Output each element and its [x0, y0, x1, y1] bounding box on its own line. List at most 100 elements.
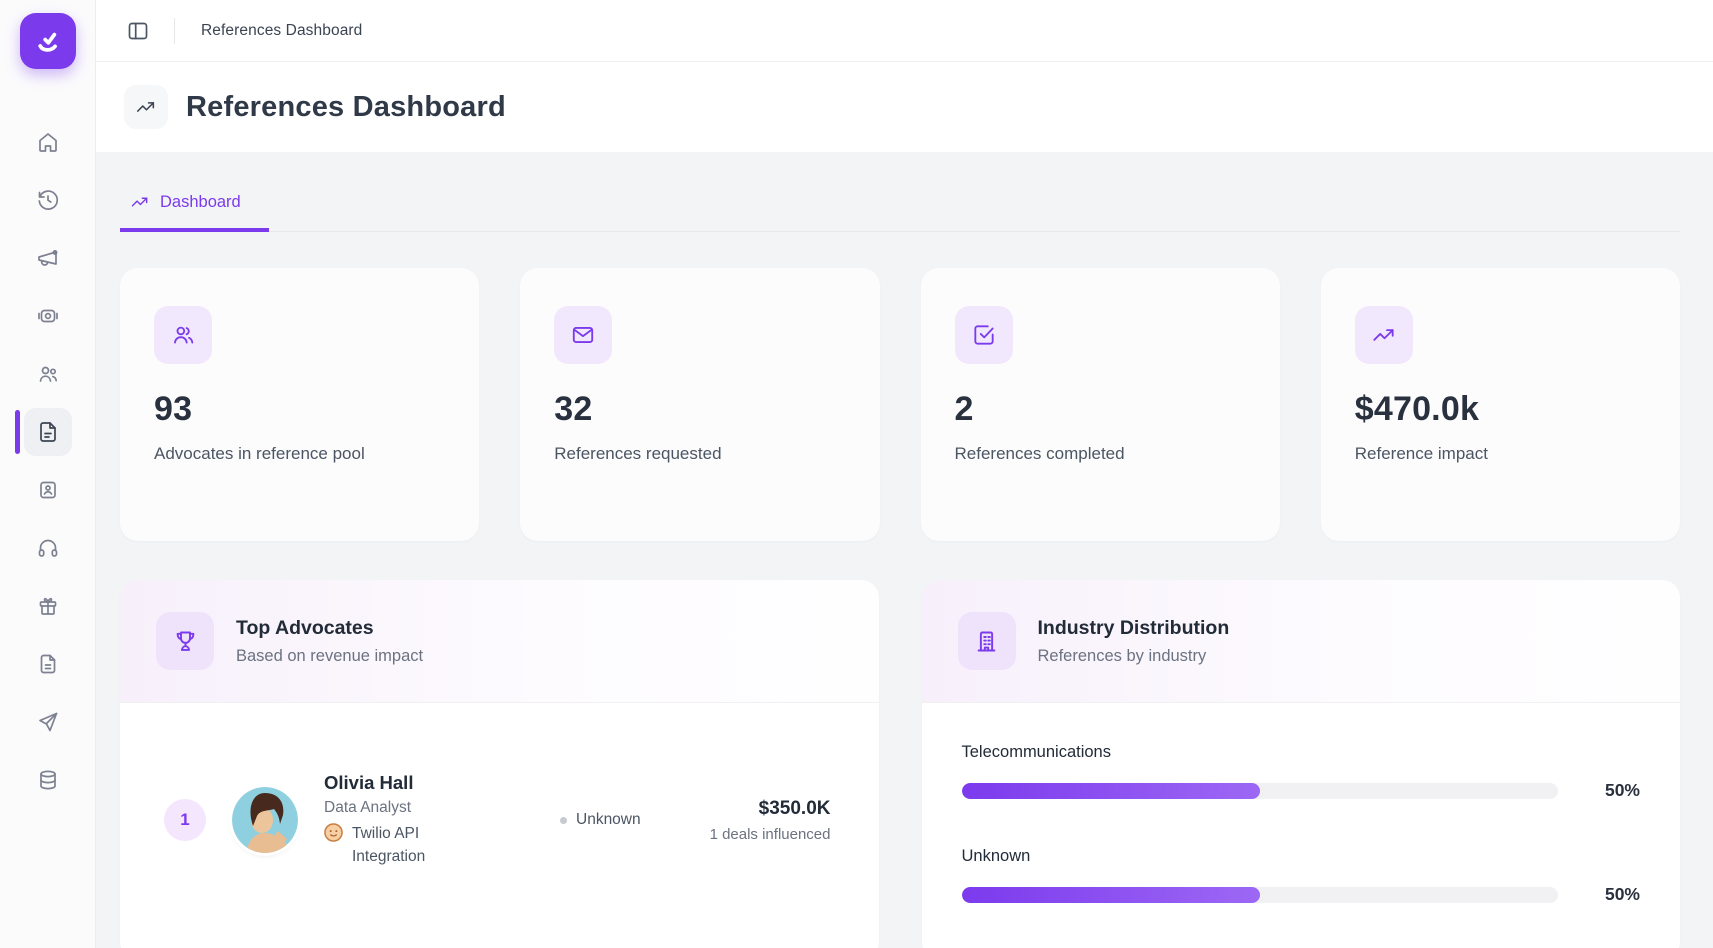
sidebar-nav: [0, 118, 96, 804]
tab-dashboard[interactable]: Dashboard: [120, 178, 269, 232]
building-icon: [977, 631, 996, 651]
page-title-chip: [124, 85, 168, 129]
sidebar-item-integrations[interactable]: [0, 756, 96, 804]
bar-line: 50%: [961, 780, 1640, 801]
camera-icon: [38, 309, 58, 323]
sidebar-item-announcements[interactable]: [0, 234, 96, 282]
advocate-deals: 1 deals influenced: [709, 825, 831, 843]
sidebar-item-documents[interactable]: [0, 640, 96, 688]
progress-percent: 50%: [1604, 884, 1640, 904]
megaphone-icon: [38, 250, 58, 266]
sidebar-item-campaigns[interactable]: [0, 698, 96, 746]
progress-track: [961, 782, 1558, 799]
industry-label: Telecommunications: [961, 743, 1111, 761]
advocate-revenue: $350.0K: [758, 797, 831, 819]
stat-chip: [154, 306, 212, 364]
page-title-bar: References Dashboard: [96, 62, 1713, 152]
top-advocates-panel: Top Advocates Based on revenue impact 1: [120, 580, 879, 948]
sidebar-toggle-icon[interactable]: [126, 19, 150, 43]
stats-grid: 93 Advocates in reference pool 32 Refere…: [120, 268, 1680, 541]
trending-up-icon: [1373, 329, 1394, 341]
panel-subtitle: Based on revenue impact: [236, 646, 424, 665]
stat-value: 2: [954, 390, 974, 428]
avatar-photo: [232, 787, 298, 853]
id-card-icon: [40, 481, 56, 499]
tab-dashboard-label: Dashboard: [160, 192, 241, 211]
industry-bars: Telecommunications 50% Unknown: [922, 703, 1681, 905]
panel-subtitle: References by industry: [1037, 646, 1207, 665]
users-icon: [174, 326, 194, 344]
industry-row-unknown: Unknown 50%: [961, 847, 1640, 905]
tab-row: Dashboard: [120, 178, 1680, 232]
top-advocates-header: Top Advocates Based on revenue impact: [120, 580, 879, 703]
sidebar-item-team[interactable]: [0, 350, 96, 398]
stat-value: $470.0k: [1354, 390, 1480, 428]
industry-distribution-panel: Industry Distribution References by indu…: [921, 580, 1681, 948]
advocate-name: Olivia Hall: [324, 772, 414, 794]
breadcrumb: References Dashboard: [201, 21, 363, 39]
gift-icon: [39, 597, 57, 615]
status-label: Unknown: [576, 811, 641, 828]
industry-row-telecommunications: Telecommunications 50%: [961, 743, 1640, 801]
stat-chip: [554, 306, 613, 364]
advocate-status: Unknown: [560, 811, 641, 829]
sidebar-item-recordings[interactable]: [0, 292, 96, 340]
progress-fill: [961, 782, 1260, 799]
company-name: Twilio API Integration: [352, 825, 426, 865]
industry-distribution-header: Industry Distribution References by indu…: [921, 580, 1680, 703]
stat-card-impact: $470.0k Reference impact: [1320, 268, 1680, 541]
check-square-icon: [973, 325, 994, 345]
app-logo[interactable]: [20, 13, 76, 69]
stat-chip: [1354, 306, 1413, 364]
sidebar-item-history[interactable]: [0, 176, 96, 224]
stat-label: Reference impact: [1354, 444, 1488, 463]
paper-plane-icon: [39, 712, 58, 732]
stat-value: 32: [554, 390, 593, 428]
file-document-icon: [40, 422, 56, 442]
stat-label: Advocates in reference pool: [154, 444, 365, 463]
panel-header-text: Industry Distribution References by indu…: [1038, 617, 1230, 666]
file-icon: [40, 654, 56, 674]
advocate-company: Twilio API Integration: [324, 823, 470, 868]
sidebar-item-support[interactable]: [0, 524, 96, 572]
smile-check-logo-icon: [38, 32, 57, 52]
stat-label: References completed: [954, 444, 1125, 463]
stat-card-advocates: 93 Advocates in reference pool: [120, 268, 480, 541]
status-dot-icon: [560, 816, 567, 824]
stat-label: References requested: [554, 444, 722, 463]
bar-line: 50%: [961, 884, 1640, 905]
advocate-metrics: $350.0K 1 deals influenced: [710, 798, 831, 843]
sidebar-item-contacts[interactable]: [0, 466, 96, 514]
advocate-row[interactable]: 1: [120, 703, 879, 913]
active-item-indicator: [15, 410, 20, 454]
panel-chip: [156, 612, 214, 670]
stack-icon: [40, 770, 56, 790]
home-icon: [39, 133, 57, 152]
active-item-background: [24, 408, 72, 456]
panel-header-text: Top Advocates Based on revenue impact: [236, 617, 423, 666]
topbar: References Dashboard: [96, 0, 1713, 62]
headset-icon: [38, 539, 58, 557]
trending-up-icon: [136, 102, 155, 112]
advocate-info: Olivia Hall Data Analyst Twilio API Inte…: [324, 772, 470, 868]
advocate-role: Data Analyst: [324, 799, 412, 817]
sidebar: [0, 0, 96, 948]
panels-grid: Top Advocates Based on revenue impact 1: [120, 580, 1680, 948]
sidebar-item-rewards[interactable]: [0, 582, 96, 630]
trophy-icon: [176, 631, 194, 651]
progress-percent: 50%: [1604, 780, 1640, 800]
avatar: [232, 787, 298, 853]
panel-chip: [957, 612, 1016, 670]
sidebar-item-references[interactable]: [0, 408, 96, 456]
stat-card-completed: 2 References completed: [920, 268, 1280, 541]
mail-icon: [573, 327, 594, 343]
page-title: References Dashboard: [186, 90, 506, 123]
panel-title: Industry Distribution: [1037, 616, 1230, 639]
industry-label: Unknown: [961, 847, 1031, 865]
main-area: References Dashboard References Dashboar…: [96, 0, 1713, 948]
progress-fill: [961, 886, 1260, 903]
panel-title: Top Advocates: [236, 616, 374, 639]
rank-badge: 1: [164, 799, 206, 841]
sidebar-item-home[interactable]: [0, 118, 96, 166]
